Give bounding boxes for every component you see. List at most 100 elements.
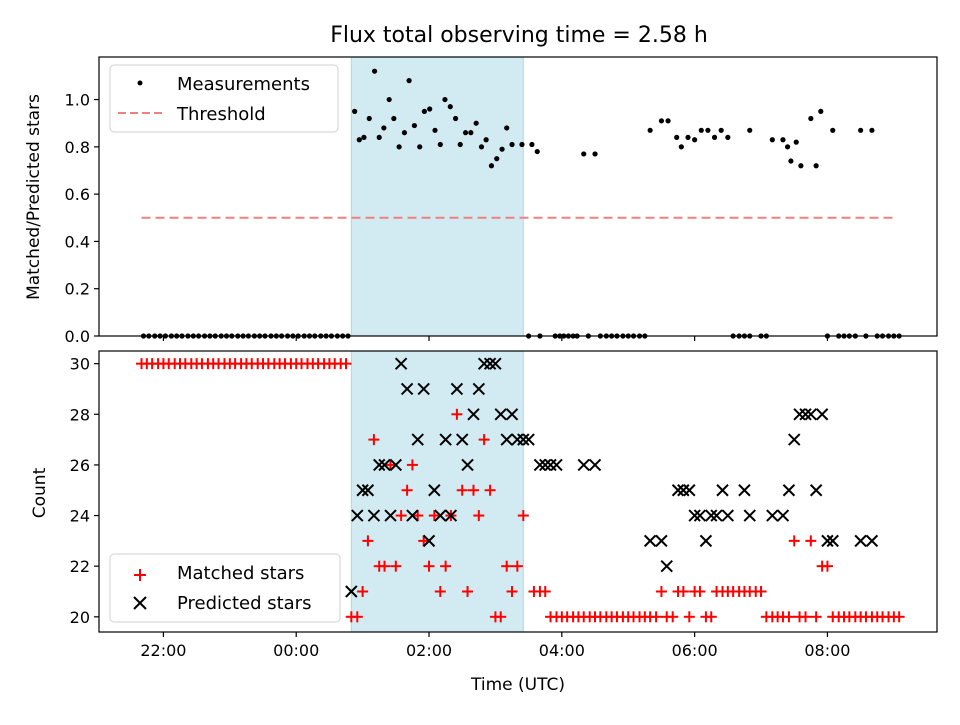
predicted-star-point <box>710 509 723 522</box>
measurement-point <box>406 78 412 84</box>
matched-star-point <box>440 560 452 572</box>
predicted-star-point <box>406 509 419 522</box>
predicted-star-point <box>865 534 879 548</box>
predicted-star-point <box>539 458 552 472</box>
predicted-star-point <box>456 433 469 446</box>
top-legend-box <box>109 64 339 133</box>
predicted-star-points <box>345 357 879 598</box>
measurement-point <box>711 134 718 140</box>
top-x-ticks <box>162 336 829 341</box>
predicted-star-point <box>494 408 507 421</box>
measurement-point <box>784 144 791 150</box>
predicted-star-point <box>826 534 839 548</box>
predicted-star-point <box>743 509 756 522</box>
predicted-star-point <box>472 382 486 396</box>
matched-star-point <box>406 459 418 471</box>
predicted-star-point <box>655 534 668 548</box>
top-y-tick-label: 0.8 <box>65 138 90 157</box>
matched-star-point <box>810 611 822 623</box>
matched-star-point <box>821 560 833 572</box>
matched-star-point <box>484 484 496 496</box>
measurement-point <box>793 139 799 145</box>
x-tick-label: 02:00 <box>406 641 452 660</box>
x-tick-label: 06:00 <box>672 641 718 660</box>
measurement-point <box>494 156 500 162</box>
measurement-point <box>788 158 794 164</box>
predicted-star-point <box>378 458 391 472</box>
measurement-point <box>417 144 423 150</box>
measurement-point <box>462 130 469 136</box>
matched-star-point <box>755 585 767 597</box>
matched-star-point <box>451 408 463 420</box>
measurement-point <box>427 106 433 112</box>
predicted-star-point <box>738 484 751 497</box>
predicted-star-point <box>693 509 707 522</box>
matched-star-point <box>667 611 679 623</box>
measurement-point <box>366 115 372 122</box>
matched-star-point <box>357 585 369 597</box>
predicted-star-point <box>505 408 519 421</box>
matched-star-point <box>462 585 474 597</box>
predicted-star-point <box>389 458 403 472</box>
predicted-star-point <box>444 509 458 522</box>
matched-star-point <box>788 535 800 547</box>
matched-star-point <box>655 585 667 597</box>
top-y-tick-label: 0.4 <box>65 232 90 251</box>
predicted-star-point <box>550 458 563 472</box>
matched-star-point <box>694 585 706 597</box>
x-tick-label: 22:00 <box>140 641 186 660</box>
measurement-point <box>647 127 653 133</box>
measurement-point <box>396 144 402 150</box>
predicted-star-point <box>467 408 480 421</box>
predicted-star-point <box>643 534 657 548</box>
top-y-tick-label: 0.0 <box>65 327 90 346</box>
measurement-point <box>401 130 408 136</box>
predicted-star-point <box>705 509 718 522</box>
predicted-star-point <box>815 408 829 421</box>
x-tick-label: 08:00 <box>804 641 850 660</box>
measurement-point <box>534 148 540 155</box>
x-axis-label: Time (UTC) <box>470 675 565 695</box>
predicted-star-point <box>439 433 452 446</box>
measurement-point <box>478 144 485 150</box>
legend-predicted-marker <box>133 596 147 610</box>
measurement-point <box>581 151 587 157</box>
bottom-y-ticks: 20 22 24 26 28 30 <box>70 355 99 627</box>
legend-measurements-marker <box>137 80 143 86</box>
measurement-point <box>685 134 691 140</box>
measurement-point <box>509 141 515 148</box>
predicted-star-point <box>671 484 685 497</box>
top-panel: 0.0 0.2 0.4 0.6 0.8 1.0 Matched/Predicted sta… <box>24 56 938 346</box>
measurement-point <box>352 108 358 114</box>
x-tick-label: 04:00 <box>539 641 585 660</box>
measurement-point <box>452 115 459 122</box>
measurement-point <box>371 68 378 74</box>
measurement-point <box>678 144 684 150</box>
measurement-point <box>674 134 680 140</box>
legend-threshold-label: Threshold <box>176 104 266 125</box>
matched-star-point <box>511 560 523 572</box>
predicted-star-point <box>522 433 535 446</box>
measurement-point <box>658 118 665 124</box>
measurement-point <box>725 134 731 140</box>
predicted-star-point <box>400 382 414 396</box>
matched-star-point <box>677 585 689 597</box>
predicted-star-point <box>766 509 779 522</box>
top-y-ticks: 0.0 0.2 0.4 0.6 0.8 1.0 <box>65 91 99 346</box>
matched-star-point <box>539 585 551 597</box>
measurement-point <box>411 122 418 129</box>
top-y-tick-label: 0.6 <box>65 185 90 204</box>
predicted-star-point <box>411 433 424 446</box>
predicted-star-point <box>483 357 497 370</box>
matched-star-point <box>340 358 352 370</box>
predicted-star-point <box>588 458 602 472</box>
predicted-star-point <box>434 509 447 522</box>
measurement-point <box>437 141 443 148</box>
bottom-y-tick-label: 24 <box>70 507 90 526</box>
predicted-star-point <box>804 408 818 421</box>
bottom-legend: Matched stars Predicted stars <box>109 553 341 623</box>
matched-star-point <box>412 510 424 522</box>
measurement-point <box>519 141 525 148</box>
matched-star-point <box>805 535 817 547</box>
matched-star-point <box>517 510 529 522</box>
